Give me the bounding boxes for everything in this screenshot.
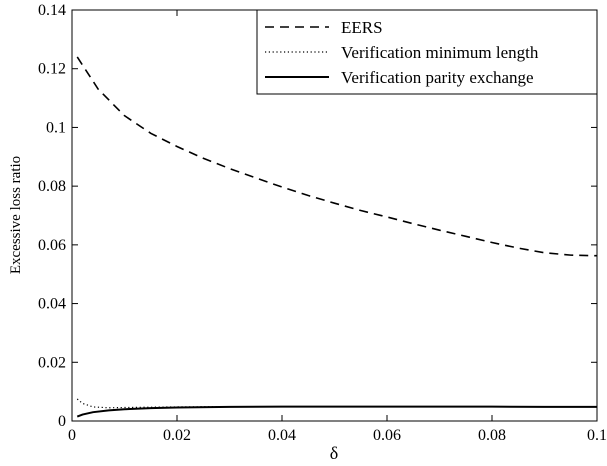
tick-layer: 0 0.02 0.04 0.06 0.08 0.1 0 0.02 0.04 0.06 0.08 0.1… <box>38 2 607 444</box>
y-tick-label: 0.1 <box>46 119 66 136</box>
y-tick-label: 0 <box>58 413 66 430</box>
series-line-1 <box>76 56 598 257</box>
y-tick-label: 0.12 <box>38 61 66 78</box>
legend-box <box>256 9 598 95</box>
x-tick-label: 0.02 <box>163 427 191 444</box>
x-tick-label: 0 <box>68 427 76 444</box>
x-tick-label: 0.08 <box>478 427 506 444</box>
y-tick-label: 0.02 <box>38 354 66 371</box>
series-line-3 <box>76 405 597 418</box>
y-tick-label: 0.08 <box>38 178 66 195</box>
legend-label-1: EERS <box>341 18 383 37</box>
x-axis-label: δ <box>330 443 338 463</box>
legend-label-2: Verification minimum length <box>341 43 539 62</box>
legend: EERS Verification minimum length Verificat… <box>256 9 598 95</box>
y-tick-label: 0.14 <box>38 2 66 19</box>
x-tick-label: 0.06 <box>373 427 401 444</box>
y-axis-label: Excessive loss ratio <box>8 156 24 274</box>
y-tick-label: 0.06 <box>38 237 66 254</box>
x-tick-label: 0.1 <box>587 427 607 444</box>
series-layer <box>76 56 598 418</box>
x-tick-label: 0.04 <box>268 427 296 444</box>
legend-label-3: Verification parity exchange <box>341 68 534 87</box>
y-tick-label: 0.04 <box>38 296 66 313</box>
